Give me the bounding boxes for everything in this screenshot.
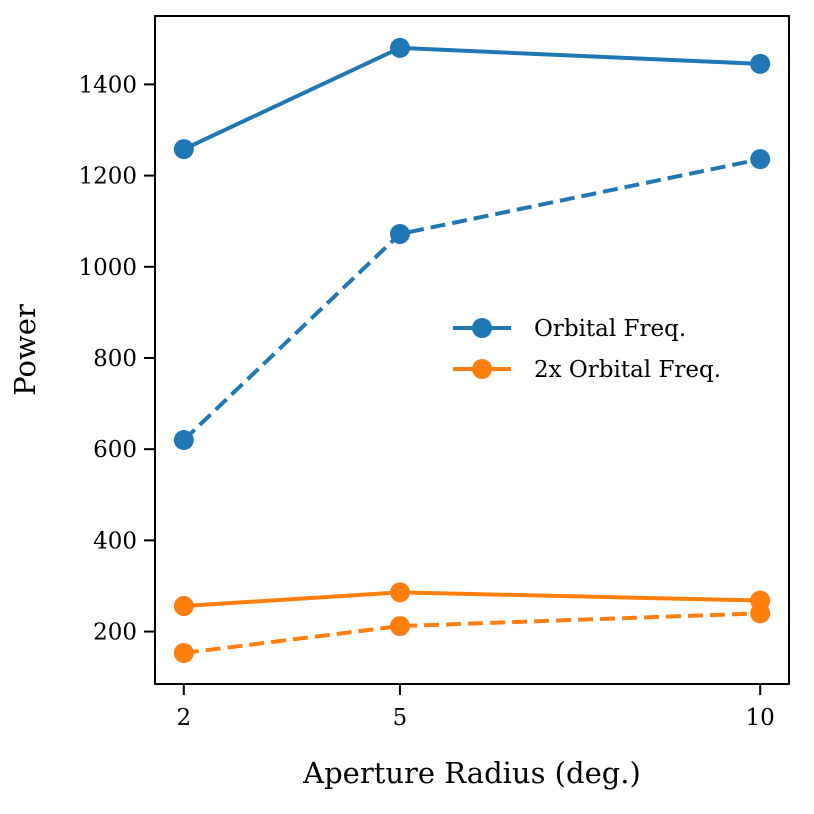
plot-frame [154,15,790,685]
series-line-3 [183,611,761,655]
y-tick-label: 200 [93,620,137,646]
y-tick-label: 1000 [78,255,137,281]
y-tick-label: 800 [93,346,137,372]
x-tick-label: 10 [746,705,775,731]
y-axis-label: Power [8,304,42,396]
data-point [750,149,771,170]
data-point [750,53,771,74]
y-tick-label: 400 [93,528,137,554]
data-point [389,616,410,637]
x-tick-label: 2 [176,705,191,731]
legend-label: Orbital Freq. [534,316,686,342]
data-point [173,139,194,160]
legend: Orbital Freq. 2x Orbital Freq. [453,316,721,383]
legend-label: 2x Orbital Freq. [534,357,721,383]
data-point [389,582,410,603]
data-point [173,430,194,451]
x-axis-label: Aperture Radius (deg.) [302,756,641,790]
x-tick-label: 5 [393,705,408,731]
data-point [389,37,410,58]
series-layer [173,37,771,663]
x-axis-ticks: 2 5 10 [176,684,775,731]
plot-area [155,16,789,684]
data-point [173,642,194,663]
data-point [173,596,194,617]
data-point [750,603,771,624]
data-point [389,223,410,244]
y-axis-ticks: 200 400 600 800 1000 1200 1400 [78,72,155,646]
y-tick-label: 1400 [78,72,137,98]
y-tick-label: 600 [93,437,137,463]
legend-marker [472,318,492,338]
legend-marker [472,359,492,379]
y-tick-label: 1200 [78,164,137,190]
